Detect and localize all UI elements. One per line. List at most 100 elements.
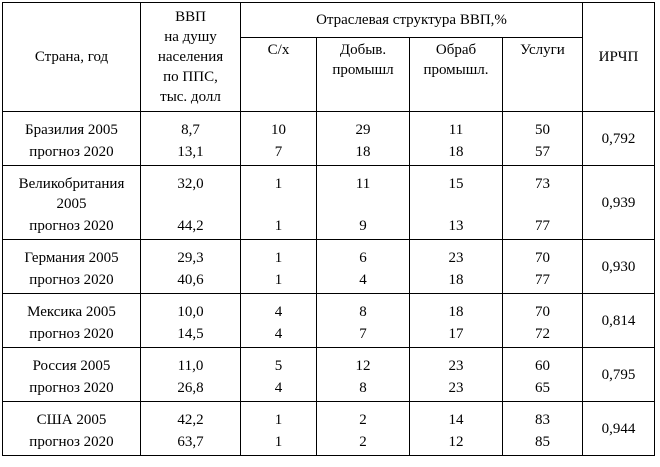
manufacturing-cell-values: 23 23 — [410, 348, 502, 401]
manufacturing-cell: 15 13 — [409, 165, 503, 240]
mining-cell-2005: 29 — [355, 122, 371, 138]
manufacturing-cell-2005: 23 — [448, 250, 464, 266]
gdp-cell-2005: 10,0 — [177, 304, 204, 320]
country-cell-values: Бразилия 2005 прогноз 2020 — [3, 112, 140, 165]
gdp-cell: 11,0 26,8 — [140, 347, 241, 402]
services-cell: 73 77 — [502, 165, 583, 240]
mining-cell-2005: 11 — [355, 176, 371, 192]
manufacturing-cell-2005: 23 — [448, 358, 464, 374]
header-sector-structure: Отраслевая структура ВВП,% — [240, 2, 583, 38]
gdp-cell: 42,2 63,7 — [140, 401, 241, 456]
mining-cell-2020: 2 — [359, 434, 367, 450]
manufacturing-cell-2005: 14 — [448, 412, 464, 428]
header-agri: С/х — [240, 37, 317, 112]
hdi-cell: 0,792 — [582, 111, 655, 166]
manufacturing-cell: 23 18 — [409, 239, 503, 294]
country-cell-2005: Мексика 2005 — [27, 304, 116, 320]
country-cell-2020: прогноз 2020 — [29, 380, 114, 396]
table-row: Бразилия 2005 прогноз 2020 8,7 13,1 10 7 29 18 1… — [2, 111, 655, 166]
services-cell-2005: 60 — [535, 358, 550, 374]
country-cell-2005: Россия 2005 — [32, 358, 111, 374]
services-cell-2020: 85 — [535, 434, 550, 450]
mining-cell-values: 12 8 — [317, 348, 409, 401]
services-cell-2005: 50 — [535, 122, 550, 138]
services-cell-2020: 77 — [535, 218, 550, 234]
gdp-cell-values: 32,0 44,2 — [141, 166, 240, 239]
country-cell-values: Германия 2005 прогноз 2020 — [3, 240, 140, 293]
header-row: Страна, год ВВП на душу населения по ППС,… — [2, 2, 655, 112]
country-cell-2005: США 2005 — [36, 412, 107, 428]
services-cell-values: 73 77 — [503, 166, 582, 239]
table-body: Страна, год ВВП на душу населения по ППС,… — [2, 2, 655, 456]
hdi-cell: 0,814 — [582, 293, 655, 348]
manufacturing-cell-2005: 15 — [448, 176, 464, 192]
manufacturing-cell-values: 18 17 — [410, 294, 502, 347]
agri-cell: 10 7 — [240, 111, 317, 166]
table-row: Германия 2005 прогноз 2020 29,3 40,6 1 1 6 4 23 1… — [2, 239, 655, 294]
gdp-cell-values: 8,7 13,1 — [141, 112, 240, 165]
country-cell-values: Мексика 2005 прогноз 2020 — [3, 294, 140, 347]
gdp-cell-2020: 14,5 — [177, 326, 204, 342]
agri-cell-2020: 1 — [274, 272, 283, 288]
country-cell-2005: Великобритания 2005 — [18, 176, 125, 212]
services-cell-2005: 83 — [535, 412, 550, 428]
header-services: Услуги — [502, 37, 583, 112]
services-cell-2020: 72 — [535, 326, 550, 342]
gdp-cell-values: 42,2 63,7 — [141, 402, 240, 455]
manufacturing-cell-values: 23 18 — [410, 240, 502, 293]
gdp-cell-2005: 29,3 — [177, 250, 204, 266]
gdp-cell-values: 29,3 40,6 — [141, 240, 240, 293]
table-row: Россия 2005 прогноз 2020 11,0 26,8 5 4 12 8 23 23… — [2, 347, 655, 402]
country-cell-values: Россия 2005 прогноз 2020 — [3, 348, 140, 401]
agri-cell-2005: 1 — [274, 250, 283, 266]
mining-cell-2020: 7 — [359, 326, 367, 342]
gdp-cell-2020: 44,2 — [177, 218, 204, 234]
mining-cell-2020: 9 — [359, 218, 367, 234]
header-hdi: ИРЧП — [582, 2, 655, 112]
services-cell: 70 72 — [502, 293, 583, 348]
mining-cell-2020: 8 — [359, 380, 367, 396]
mining-cell-2005: 8 — [359, 304, 367, 320]
agri-cell-2005: 10 — [271, 122, 286, 138]
header-gdp: ВВП на душу населения по ППС, тыс. долл — [140, 2, 241, 112]
country-cell: Великобритания 2005 прогноз 2020 — [2, 165, 141, 240]
gdp-cell: 29,3 40,6 — [140, 239, 241, 294]
manufacturing-cell-2005: 18 — [448, 304, 464, 320]
services-cell-2020: 57 — [535, 144, 550, 160]
services-cell-values: 60 65 — [503, 348, 582, 401]
manufacturing-cell-2020: 18 — [448, 272, 464, 288]
manufacturing-cell-values: 11 18 — [410, 112, 502, 165]
gdp-cell: 8,7 13,1 — [140, 111, 241, 166]
manufacturing-cell: 18 17 — [409, 293, 503, 348]
gdp-cell-2005: 8,7 — [181, 122, 200, 138]
hdi-cell: 0,944 — [582, 401, 655, 456]
country-cell-2020: прогноз 2020 — [29, 144, 114, 160]
services-cell-values: 70 77 — [503, 240, 582, 293]
services-cell: 83 85 — [502, 401, 583, 456]
gdp-cell-2020: 13,1 — [177, 144, 204, 160]
gdp-cell-2020: 26,8 — [177, 380, 204, 396]
gdp-cell-values: 10,0 14,5 — [141, 294, 240, 347]
manufacturing-cell-values: 14 12 — [410, 402, 502, 455]
agri-cell-2005: 5 — [274, 358, 283, 374]
services-cell-values: 83 85 — [503, 402, 582, 455]
manufacturing-cell-2020: 17 — [448, 326, 464, 342]
services-cell: 50 57 — [502, 111, 583, 166]
gdp-cell-2020: 63,7 — [177, 434, 204, 450]
manufacturing-cell: 23 23 — [409, 347, 503, 402]
mining-cell: 11 9 — [316, 165, 410, 240]
country-cell-values: Великобритания 2005 прогноз 2020 — [3, 166, 140, 239]
mining-cell-values: 11 9 — [317, 166, 409, 239]
services-cell-2020: 77 — [535, 272, 550, 288]
mining-cell-2005: 2 — [359, 412, 367, 428]
manufacturing-cell-2020: 13 — [448, 218, 464, 234]
hdi-cell: 0,930 — [582, 239, 655, 294]
services-cell-values: 50 57 — [503, 112, 582, 165]
header-country-year: Страна, год — [2, 2, 141, 112]
